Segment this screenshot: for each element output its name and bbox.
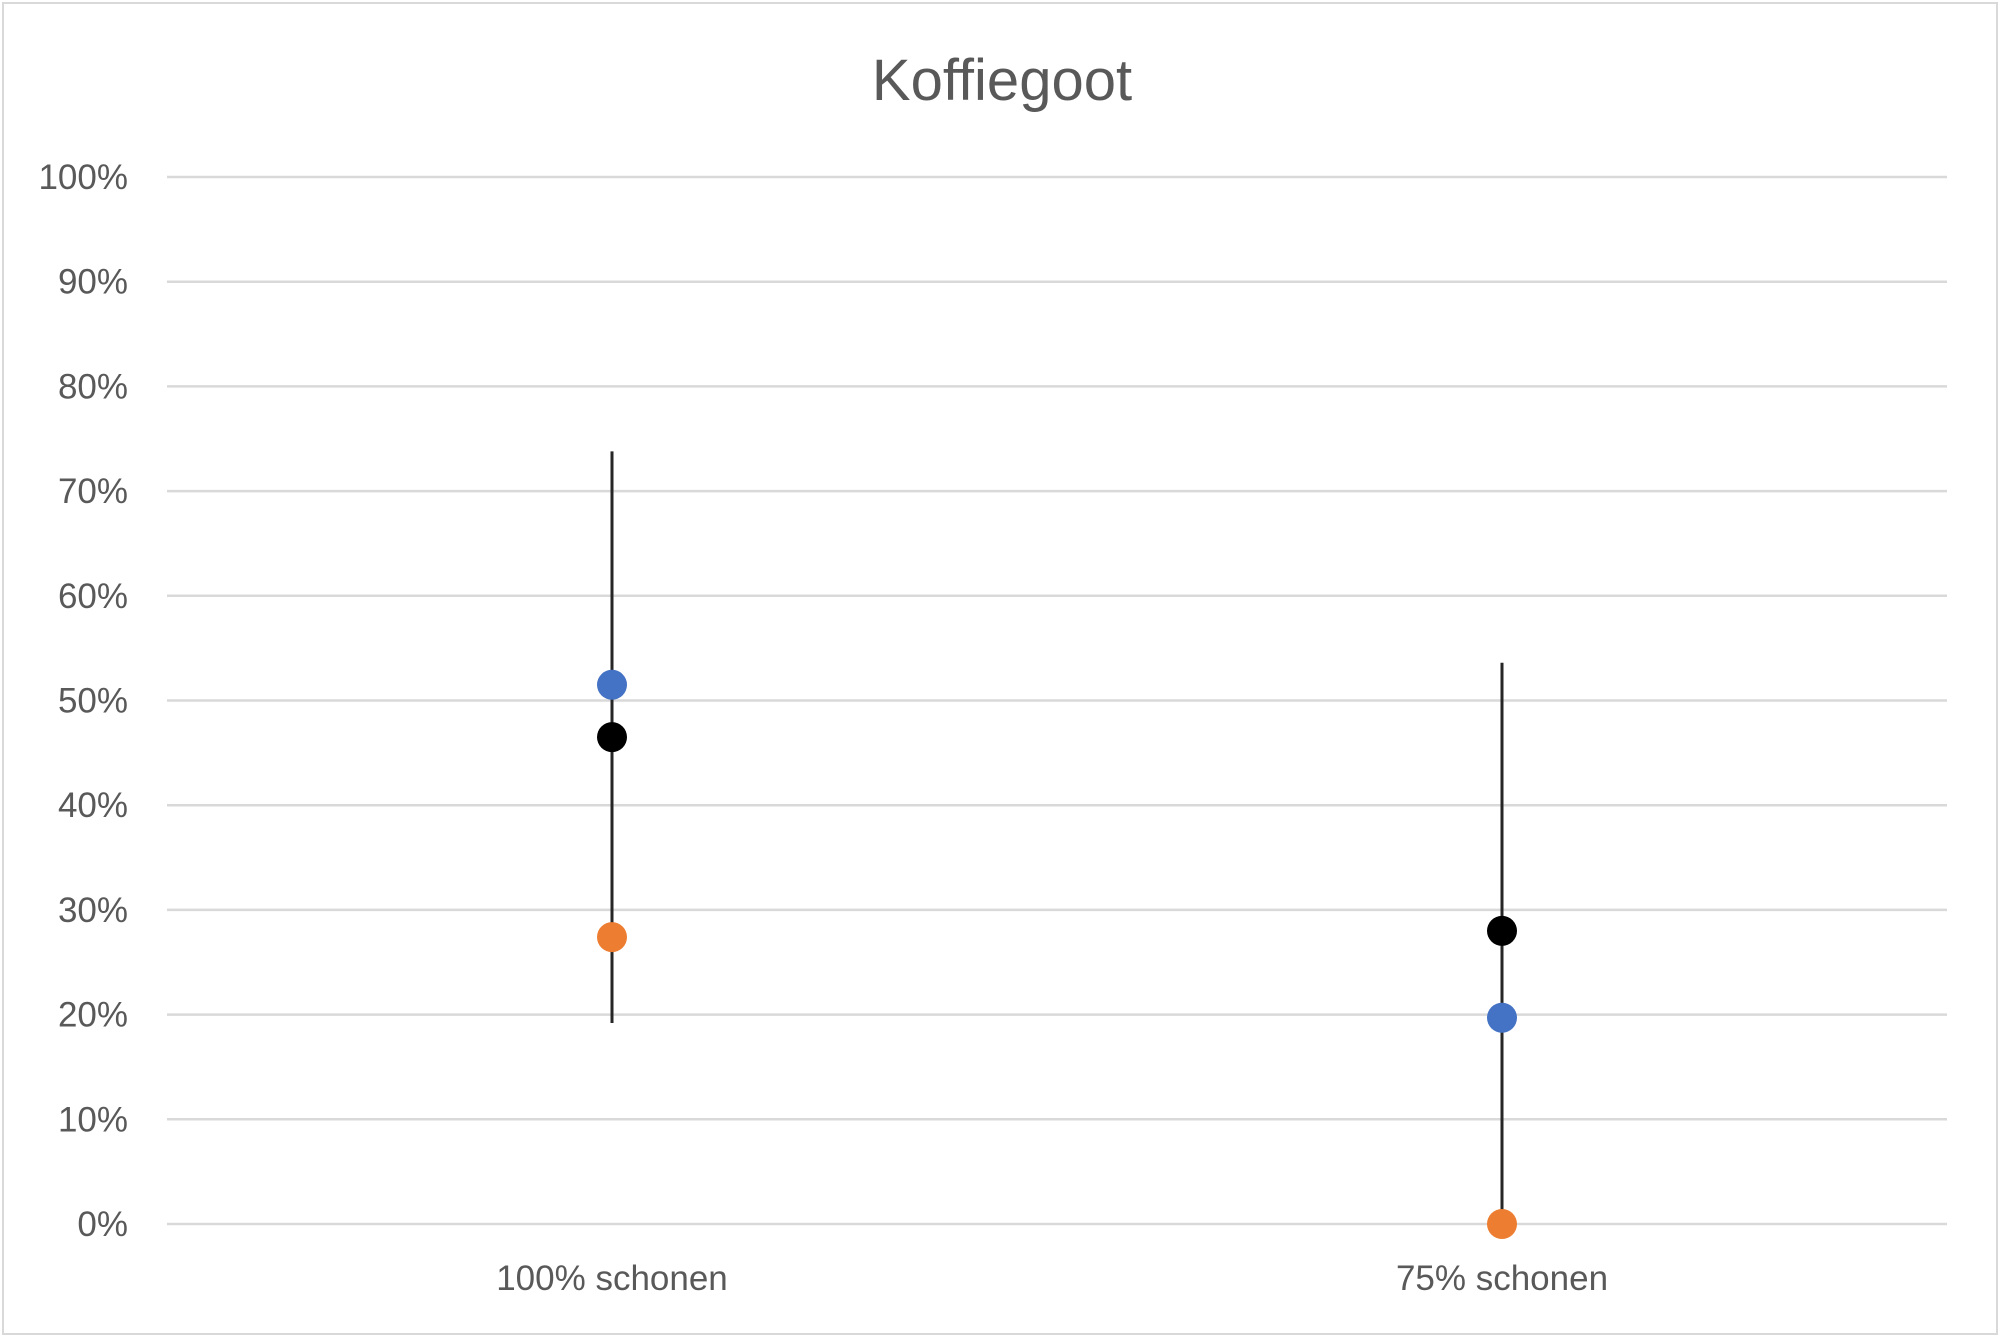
x-tick-label: 100% schonen (496, 1259, 728, 1298)
x-tick-label: 75% schonen (1396, 1259, 1608, 1298)
y-tick-label: 50% (58, 682, 128, 721)
gridlines (167, 175, 1947, 1226)
y-tick-label: 70% (58, 472, 128, 511)
data-point (1487, 1002, 1517, 1033)
chart-title: Koffiegoot (872, 48, 1132, 113)
error-bars (610, 451, 1504, 1224)
y-axis-tick-labels: 0% 10% 20% 30% 40% 50% 60% 70% 80% 90% 100% (38, 158, 128, 1244)
x-axis-tick-labels: 100% schonen 75% schonen (496, 1259, 1608, 1298)
y-tick-label: 90% (58, 263, 128, 302)
y-tick-label: 80% (58, 367, 128, 406)
y-tick-label: 20% (58, 996, 128, 1035)
data-point (597, 722, 627, 753)
y-tick-label: 60% (58, 577, 128, 616)
y-tick-label: 100% (38, 158, 128, 197)
y-tick-label: 0% (77, 1205, 128, 1244)
data-points (597, 669, 1517, 1239)
y-tick-label: 30% (58, 891, 128, 930)
y-tick-label: 10% (58, 1100, 128, 1139)
data-point (1487, 915, 1517, 946)
data-point (1487, 1209, 1517, 1239)
y-tick-label: 40% (58, 786, 128, 825)
data-point (597, 669, 627, 700)
data-point (597, 922, 627, 953)
